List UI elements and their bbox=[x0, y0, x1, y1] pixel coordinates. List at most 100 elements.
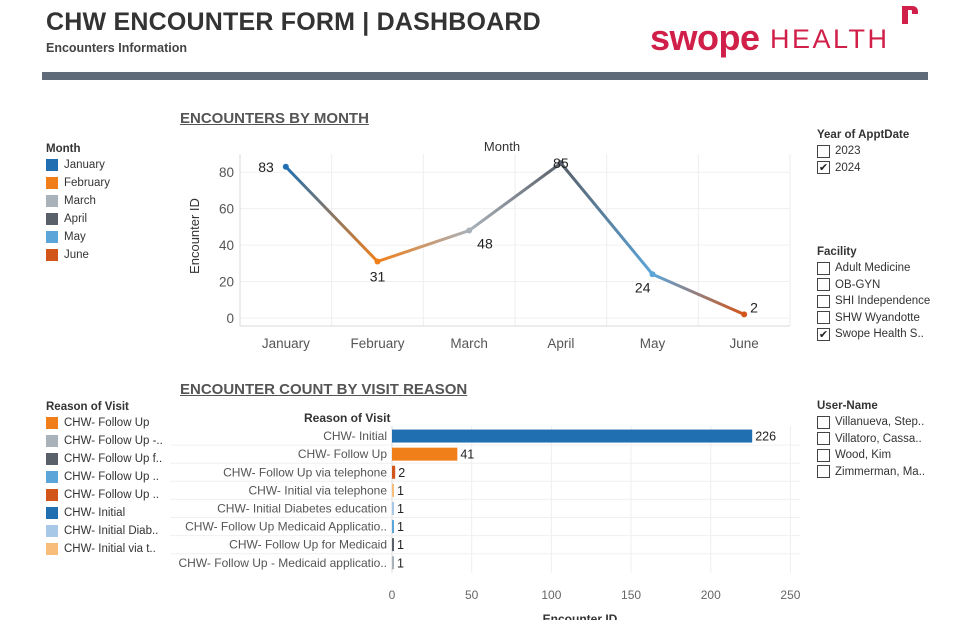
month-legend-label: April bbox=[64, 213, 88, 225]
checkbox[interactable] bbox=[817, 144, 830, 158]
page-title: CHW ENCOUNTER FORM | DASHBOARD bbox=[46, 8, 541, 36]
checkbox[interactable] bbox=[817, 415, 830, 429]
reason-legend-label: CHW- Initial via t.. bbox=[64, 543, 156, 555]
facility-filter-option[interactable]: Adult Medicine bbox=[817, 260, 930, 277]
month-legend-swatch bbox=[46, 159, 58, 171]
facility-filter-option-label: Adult Medicine bbox=[835, 262, 911, 275]
series-line-segment bbox=[284, 165, 379, 264]
checkbox[interactable] bbox=[817, 432, 830, 446]
data-label: 1 bbox=[397, 556, 404, 570]
facility-filter: Facility Adult Medicine OB-GYN SHI Indepen… bbox=[817, 246, 930, 343]
y-tick-label: 60 bbox=[219, 202, 234, 217]
x-tick-label: 150 bbox=[621, 588, 641, 602]
x-tick-label: February bbox=[350, 336, 404, 351]
x-axis-label: Encounter ID bbox=[543, 612, 618, 620]
year-filter-option[interactable]: ✔ 2024 bbox=[817, 160, 930, 177]
facility-filter-option[interactable]: SHI Independence bbox=[817, 293, 930, 310]
facility-filter-option[interactable]: ✔ Swope Health S.. bbox=[817, 326, 930, 343]
checkbox[interactable] bbox=[817, 465, 830, 479]
month-legend-item[interactable]: April bbox=[46, 210, 110, 228]
checkbox[interactable]: ✔ bbox=[817, 327, 830, 341]
user-filter: User-Name Villanueva, Step.. Villatoro, C… bbox=[817, 400, 930, 480]
month-legend-item[interactable]: January bbox=[46, 156, 110, 174]
swope-health-logo: swope HEALTH bbox=[650, 4, 925, 60]
reason-legend-item[interactable]: CHW- Follow Up .. bbox=[46, 486, 163, 504]
facility-filter-title: Facility bbox=[817, 246, 857, 258]
reason-legend: Reason of Visit CHW- Follow Up CHW- Follo… bbox=[46, 401, 163, 558]
facility-filter-option-label: OB-GYN bbox=[835, 278, 881, 291]
month-legend-item[interactable]: May bbox=[46, 228, 110, 246]
logo-health-text: HEALTH bbox=[770, 24, 890, 54]
data-point bbox=[557, 160, 564, 167]
reason-legend-item[interactable]: CHW- Initial via t.. bbox=[46, 540, 163, 558]
month-legend-item[interactable]: March bbox=[46, 192, 110, 210]
header-divider bbox=[42, 72, 928, 80]
reason-legend-swatch bbox=[46, 525, 58, 537]
checkbox[interactable] bbox=[817, 294, 830, 308]
user-filter-option[interactable]: Zimmerman, Ma.. bbox=[817, 464, 930, 481]
data-point bbox=[282, 163, 289, 170]
checkbox[interactable] bbox=[817, 278, 830, 292]
user-filter-option[interactable]: Villanueva, Step.. bbox=[817, 414, 930, 431]
reason-legend-item[interactable]: CHW- Follow Up -.. bbox=[46, 432, 163, 450]
month-legend-swatch bbox=[46, 195, 58, 207]
data-label: 2 bbox=[398, 466, 405, 480]
data-label: 226 bbox=[755, 430, 776, 444]
series-line-segment bbox=[559, 161, 654, 276]
year-filter-option[interactable]: 2023 bbox=[817, 143, 930, 160]
reason-legend-swatch bbox=[46, 507, 58, 519]
x-tick-label: March bbox=[450, 336, 488, 351]
reason-legend-label: CHW- Follow Up bbox=[64, 417, 150, 429]
category-label: CHW- Follow Up bbox=[298, 447, 387, 461]
month-legend-item[interactable]: June bbox=[46, 246, 110, 264]
reason-legend-item[interactable]: CHW- Initial bbox=[46, 504, 163, 522]
series-line-segment bbox=[651, 272, 746, 316]
facility-filter-option[interactable]: OB-GYN bbox=[817, 277, 930, 294]
reason-legend-item[interactable]: CHW- Initial Diab.. bbox=[46, 522, 163, 540]
reason-legend-item[interactable]: CHW- Follow Up bbox=[46, 414, 163, 432]
reason-legend-item[interactable]: CHW- Follow Up f.. bbox=[46, 450, 163, 468]
data-label: 48 bbox=[477, 236, 493, 252]
month-legend-label: May bbox=[64, 231, 86, 243]
user-filter-option-label: Villatoro, Cassa.. bbox=[835, 432, 922, 445]
bar bbox=[392, 556, 394, 570]
data-label: 2 bbox=[750, 299, 758, 315]
data-point bbox=[374, 258, 381, 265]
reason-legend-swatch bbox=[46, 417, 58, 429]
year-filter-option-label: 2023 bbox=[835, 145, 861, 158]
checkbox[interactable] bbox=[817, 261, 830, 275]
reason-legend-label: CHW- Initial bbox=[64, 507, 126, 519]
facility-filter-option[interactable]: SHW Wyandotte bbox=[817, 310, 930, 327]
facility-filter-option-label: Swope Health S.. bbox=[835, 328, 924, 341]
user-filter-option-label: Zimmerman, Ma.. bbox=[835, 465, 926, 478]
data-label: 83 bbox=[258, 159, 274, 175]
page-subtitle: Encounters Information bbox=[46, 41, 187, 55]
category-label: CHW- Follow Up Medicaid Applicatio.. bbox=[185, 520, 387, 534]
reason-legend-label: CHW- Initial Diab.. bbox=[64, 525, 159, 537]
bar bbox=[392, 538, 394, 552]
logo-swope-text: swope bbox=[650, 17, 760, 58]
user-filter-option[interactable]: Villatoro, Cassa.. bbox=[817, 431, 930, 448]
chart-title: Month bbox=[484, 139, 520, 154]
bar bbox=[392, 447, 458, 461]
x-tick-label: 100 bbox=[541, 588, 561, 602]
y-tick-label: 40 bbox=[219, 238, 234, 253]
bar bbox=[392, 520, 394, 534]
checkbox[interactable] bbox=[817, 448, 830, 462]
user-filter-option[interactable]: Wood, Kim bbox=[817, 447, 930, 464]
reason-legend-item[interactable]: CHW- Follow Up .. bbox=[46, 468, 163, 486]
x-tick-label: April bbox=[547, 336, 574, 351]
category-label: CHW- Follow Up for Medicaid bbox=[229, 538, 387, 552]
reason-legend-label: CHW- Follow Up .. bbox=[64, 489, 159, 501]
month-legend-item[interactable]: February bbox=[46, 174, 110, 192]
month-legend-swatch bbox=[46, 213, 58, 225]
data-point bbox=[466, 227, 473, 234]
checkbox[interactable]: ✔ bbox=[817, 161, 830, 175]
checkbox[interactable] bbox=[817, 311, 830, 325]
data-label: 1 bbox=[397, 538, 404, 552]
facility-filter-option-label: SHW Wyandotte bbox=[835, 311, 920, 324]
reason-legend-swatch bbox=[46, 471, 58, 483]
month-legend-swatch bbox=[46, 249, 58, 261]
month-legend-label: March bbox=[64, 195, 96, 207]
section-title-encounter-count-by-reason: ENCOUNTER COUNT BY VISIT REASON bbox=[180, 381, 468, 398]
